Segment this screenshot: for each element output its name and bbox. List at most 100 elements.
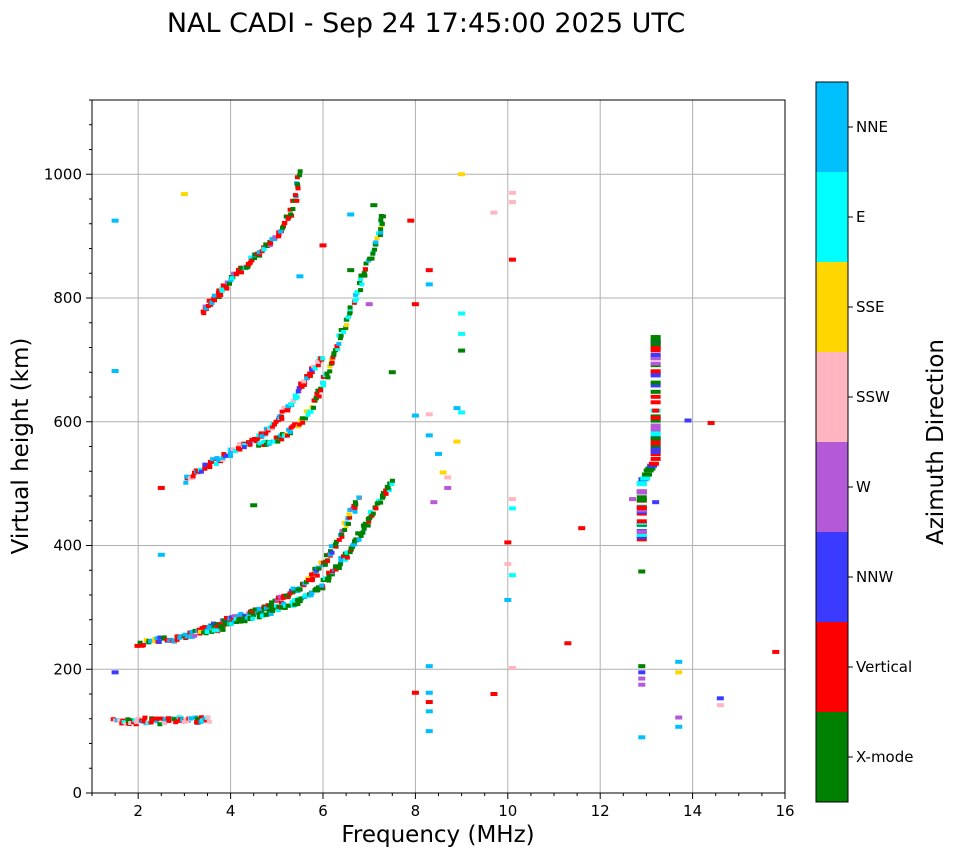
chart-title: NAL CADI - Sep 24 17:45:00 2025 UTC (167, 8, 685, 39)
echo-mark (192, 633, 198, 638)
echo-mark (636, 508, 647, 513)
echo-mark (638, 569, 646, 574)
echo-mark (338, 327, 344, 332)
echo-mark (281, 405, 287, 410)
echo-mark (353, 292, 359, 297)
echo-mark (370, 251, 376, 256)
echo-mark (256, 250, 262, 255)
echo-mark (650, 342, 661, 347)
echo-mark (311, 398, 317, 403)
echo-mark (352, 500, 358, 505)
y-tick-label: 400 (53, 537, 82, 555)
echo-mark (253, 439, 259, 444)
echo-mark (283, 603, 289, 608)
echo-mark (287, 430, 293, 435)
echo-mark (297, 587, 303, 592)
echo-mark (268, 241, 274, 246)
x-tick-label: 12 (591, 802, 610, 820)
echo-mark (335, 346, 341, 351)
echo-mark (307, 371, 313, 376)
echo-mark (378, 214, 384, 219)
echo-mark (508, 190, 516, 195)
echo-mark (425, 268, 433, 273)
echo-mark (250, 503, 258, 508)
echo-mark (221, 618, 227, 623)
echo-mark (332, 542, 338, 547)
echo-mark (263, 442, 269, 447)
echo-mark (389, 482, 395, 487)
echo-mark (361, 526, 367, 531)
echo-mark (220, 623, 226, 628)
echo-mark (508, 506, 516, 511)
echo-mark (636, 535, 647, 540)
echo-mark (236, 617, 242, 622)
echo-mark (458, 410, 466, 415)
echo-mark (290, 398, 296, 403)
echo-mark (277, 229, 283, 234)
echo-mark (211, 628, 217, 633)
echo-mark (316, 394, 322, 399)
echo-mark (228, 454, 234, 459)
echo-mark (636, 495, 647, 500)
echo-mark (238, 266, 244, 271)
echo-mark (257, 441, 263, 446)
echo-mark (238, 270, 244, 275)
echo-mark (281, 221, 287, 226)
echo-mark (187, 476, 193, 481)
echo-mark (290, 586, 296, 591)
echo-mark (223, 284, 229, 289)
echo-mark (356, 495, 362, 500)
echo-mark (650, 383, 661, 388)
echo-mark (337, 562, 343, 567)
plot-frame (91, 99, 786, 794)
echo-mark (300, 420, 306, 425)
echo-mark (328, 544, 334, 549)
echo-mark (360, 530, 366, 535)
echo-mark (346, 512, 352, 517)
echo-mark (301, 382, 307, 387)
echo-mark (425, 664, 433, 669)
echo-mark (157, 722, 163, 727)
echo-mark (707, 420, 715, 425)
echo-mark (358, 273, 364, 278)
echo-mark (125, 717, 131, 722)
echo-mark (234, 619, 240, 624)
echo-mark (252, 256, 258, 261)
echo-mark (142, 715, 148, 720)
echo-mark (353, 502, 359, 507)
echo-mark (308, 409, 314, 414)
echo-mark (650, 432, 661, 437)
echo-mark (135, 719, 141, 724)
echo-mark (210, 457, 216, 462)
echo-mark (411, 413, 419, 418)
echo-mark (339, 534, 345, 539)
echo-mark (650, 429, 661, 434)
echo-mark (209, 301, 215, 306)
echo-mark (650, 452, 661, 457)
echo-mark (336, 341, 342, 346)
echo-mark (347, 309, 353, 314)
y-tick-label: 200 (53, 660, 82, 678)
echo-mark (316, 585, 322, 590)
echo-mark (251, 613, 257, 618)
echo-mark (227, 281, 233, 286)
echo-mark (205, 715, 211, 720)
echo-mark (578, 526, 586, 531)
x-axis-label: Frequency (MHz) (341, 822, 534, 848)
echo-mark (650, 369, 661, 374)
echo-mark (327, 364, 333, 369)
echo-mark (292, 193, 298, 198)
echo-mark (295, 602, 301, 607)
echo-mark (156, 639, 162, 644)
echo-mark (207, 462, 213, 467)
echo-mark (716, 696, 724, 701)
echo-mark (333, 539, 339, 544)
echo-mark (365, 523, 371, 528)
echo-mark (335, 564, 341, 569)
echo-mark (248, 255, 254, 260)
echo-mark (504, 540, 512, 545)
echo-mark (458, 331, 466, 336)
echo-mark (340, 330, 346, 335)
echo-mark (326, 578, 332, 583)
echo-mark (648, 461, 659, 466)
